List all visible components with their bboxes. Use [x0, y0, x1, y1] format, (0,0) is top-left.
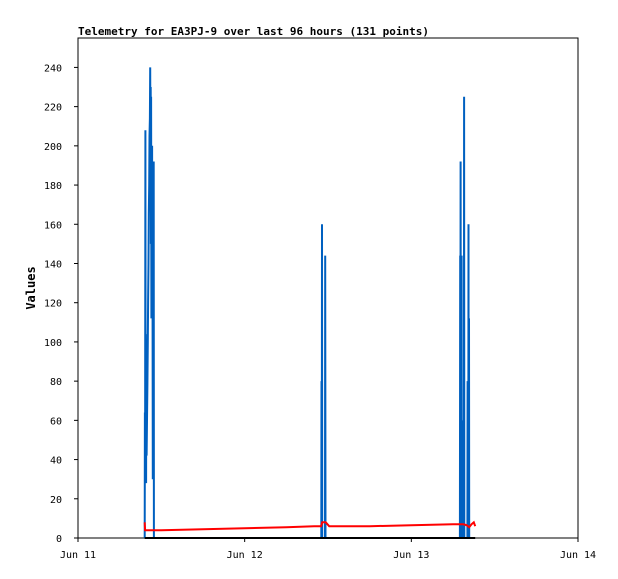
- y-tick-label: 240: [44, 63, 62, 74]
- y-tick-label: 140: [44, 259, 62, 270]
- x-axis: Jun 11 Jun 12 Jun 13 Jun 14: [60, 538, 596, 561]
- y-tick-label: 0: [56, 534, 62, 545]
- x-tick-label: Jun 13: [393, 550, 429, 561]
- y-tick-label: 20: [50, 495, 62, 506]
- y-tick-label: 180: [44, 181, 62, 192]
- y-tick-label: 200: [44, 142, 62, 153]
- x-tick-label: Jun 11: [60, 550, 96, 561]
- x-tick-label: Jun 14: [560, 550, 596, 561]
- plot-area: [77, 37, 579, 539]
- series-line-2: [143, 520, 477, 532]
- y-axis-label: Values: [24, 266, 38, 309]
- chart-title: Telemetry for EA3PJ-9 over last 96 hours…: [78, 25, 429, 38]
- y-tick-label: 40: [50, 456, 62, 467]
- y-axis: 0 20 40 60 80 100 120 140 160 180 200 220 240: [44, 63, 78, 545]
- y-tick-label: 100: [44, 338, 62, 349]
- y-tick-label: 160: [44, 220, 62, 231]
- series-layer: [143, 67, 477, 539]
- x-tick-label: Jun 12: [227, 550, 263, 561]
- y-tick-label: 220: [44, 103, 62, 114]
- y-tick-label: 60: [50, 416, 62, 427]
- y-tick-label: 80: [50, 377, 62, 388]
- y-tick-label: 120: [44, 299, 62, 310]
